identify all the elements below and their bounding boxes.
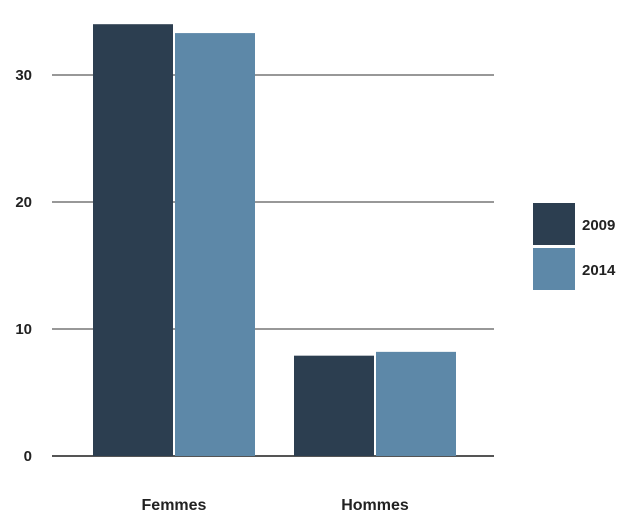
bar-femmes-2009 [93,24,173,456]
y-tick-label: 10 [15,321,32,338]
x-category-label: Hommes [341,497,409,512]
bars [93,24,456,457]
legend-swatch-2009 [533,203,575,245]
bar-femmes-2014 [175,33,255,457]
y-tick-label: 30 [15,67,32,84]
x-axis-labels: Femmes Hommes [142,497,409,512]
bar-hommes-2014 [376,351,456,456]
x-category-label: Femmes [142,497,207,512]
bar-hommes-2009 [294,355,374,456]
legend-swatch-2014 [533,248,575,290]
y-tick-label: 20 [15,194,32,211]
legend-label: 2009 [582,217,615,234]
y-axis-ticks: 0 10 20 30 [15,67,32,465]
y-tick-label: 0 [24,448,32,465]
legend-label: 2014 [582,262,616,279]
legend: 2009 2014 [533,203,616,290]
